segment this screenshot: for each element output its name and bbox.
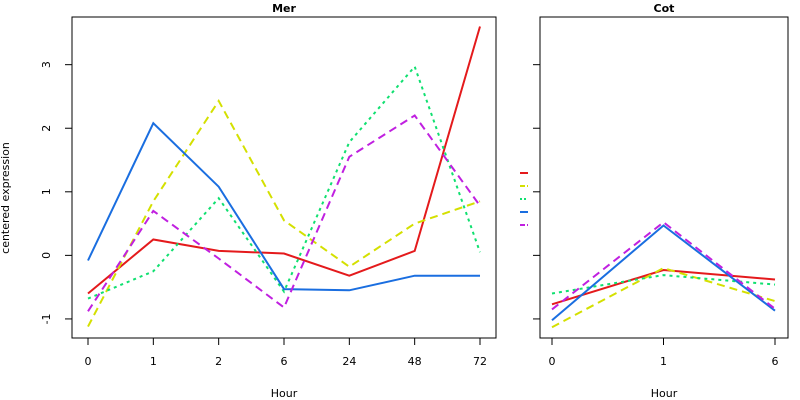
x-tick-label-cot-2: 6	[772, 355, 779, 368]
panel-title-cot: Cot	[654, 2, 675, 15]
y-axis-title: centered expression	[0, 142, 12, 254]
series-lines-mer	[87, 26, 481, 328]
series-lines-cot	[551, 221, 776, 329]
series-line-cot-2	[551, 267, 776, 329]
x-axis-title-cot: Hour	[651, 387, 678, 400]
x-tick-label-cot-1: 1	[660, 355, 667, 368]
x-tick-label-cot-0: 0	[549, 355, 556, 368]
x-tick-label-mer-3: 6	[281, 355, 288, 368]
series-line-mer-3	[87, 64, 481, 300]
x-tick-label-mer-4: 24	[342, 355, 356, 368]
legend	[520, 172, 528, 226]
series-line-cot-1	[551, 268, 776, 306]
y-tick-label-4: 3	[40, 61, 53, 68]
x-tick-label-mer-0: 0	[85, 355, 92, 368]
axis-ticks-mer: 0 1 2 6 24 48 72 -1 0 1 2 3	[40, 61, 487, 368]
y-tick-label-3: 2	[40, 125, 53, 132]
x-tick-label-mer-6: 72	[473, 355, 487, 368]
series-line-mer-4	[87, 121, 480, 292]
x-tick-label-mer-2: 2	[215, 355, 222, 368]
series-line-mer-5	[87, 114, 481, 312]
y-tick-label-0: -1	[40, 313, 53, 324]
series-line-cot-5	[551, 221, 776, 311]
y-tick-label-1: 0	[40, 252, 53, 259]
panel-mer: Mer 0 1 2 6 24 48 72 -1 0 1 2 3 Hour	[40, 2, 497, 400]
x-tick-label-mer-1: 1	[150, 355, 157, 368]
series-line-cot-4	[551, 224, 776, 321]
series-line-mer-1	[87, 26, 481, 295]
axis-ticks-cot: 0 1 6	[533, 64, 779, 368]
panel-cot: Cot 0 1 6 Hour	[533, 2, 789, 400]
series-line-mer-2	[87, 98, 481, 328]
x-tick-label-mer-5: 48	[408, 355, 422, 368]
y-tick-label-2: 1	[40, 188, 53, 195]
panel-title-mer: Mer	[272, 2, 296, 15]
x-axis-title-mer: Hour	[271, 387, 298, 400]
